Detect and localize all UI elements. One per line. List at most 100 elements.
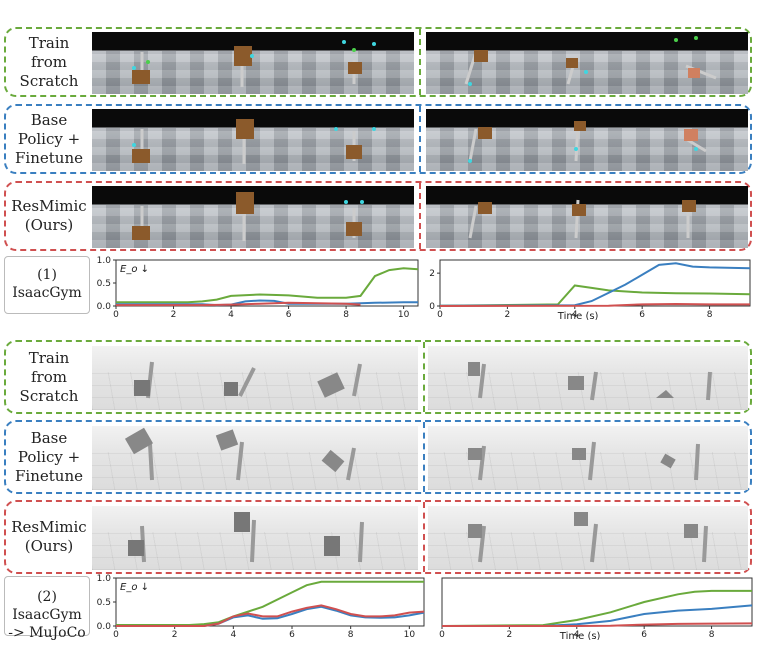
x-tick-label: 10 (404, 630, 416, 640)
robot-figures (468, 362, 712, 401)
isaac-frames-chair-resmimic (92, 186, 414, 248)
x-tick-label: 6 (289, 630, 295, 640)
y-tick-label: 1.0 (97, 574, 112, 584)
x-tick-label: 6 (641, 630, 647, 640)
y-axis-label: E_o ↓ (120, 264, 149, 275)
isaac-frames-box-train (426, 32, 748, 94)
x-tick-label: 2 (507, 630, 513, 640)
robot-figures (128, 512, 364, 563)
plot-frame (441, 577, 753, 627)
row-label-resmimic: ResMimic (Ours) (6, 183, 92, 249)
series-line-green (439, 284, 751, 307)
row-label-line: (Ours) (24, 216, 74, 234)
isaac-frames-box-base (426, 109, 748, 171)
robot-figures (468, 199, 696, 239)
row-label-line: ResMimic (11, 518, 87, 536)
mujoco-frames-box-train (428, 346, 748, 410)
section-divider (419, 29, 421, 95)
section-divider (419, 183, 421, 249)
section-label-box-mujoco (4, 576, 90, 636)
row-label-line: Policy + (17, 129, 81, 148)
x-tick-label: 2 (172, 630, 178, 640)
section-label-isaacgym: (1) IsaacGym (4, 266, 90, 302)
row-label-base-policy-finetune: Base Policy + Finetune (6, 422, 92, 492)
x-tick-label: 0 (113, 630, 119, 640)
mujoco-frames-chair-resmimic (92, 506, 418, 570)
section-label-line: IsaacGym (12, 285, 82, 301)
row-label-line: Train (28, 33, 70, 52)
isaac-row-base-policy-finetune: Base Policy + Finetune (4, 104, 752, 174)
row-label-line: Scratch (19, 71, 79, 90)
mujoco-row-train-from-scratch: Train from Scratch (4, 340, 752, 414)
x-tick-label: 6 (639, 310, 645, 320)
x-tick-label: 4 (228, 310, 234, 320)
chart-isaacgym-right: 0 2 4 6 8 0 2 Time (s) (429, 259, 751, 320)
section-divider (423, 502, 425, 572)
robot-figures (132, 119, 376, 164)
robot-figures (134, 361, 362, 399)
x-tick-label: 8 (343, 310, 349, 320)
mujoco-frames-chair-train (92, 346, 418, 410)
x-tick-label: 2 (505, 310, 511, 320)
row-label-line: Finetune (15, 466, 83, 485)
series-line-green (116, 580, 424, 626)
x-axis-label: Time (s) (557, 311, 599, 320)
series-line-red (116, 604, 425, 627)
mujoco-frames-box-base (428, 426, 748, 490)
y-tick-label: 2 (429, 269, 435, 279)
x-tick-label: 8 (709, 630, 715, 640)
chart-mujoco-right: 0 2 4 6 8 Time (s) (439, 577, 753, 640)
isaac-frames-chair-base (92, 109, 414, 171)
isaac-frames-box-resmimic (426, 186, 748, 248)
series-line-red (439, 302, 750, 307)
robot-figures (132, 192, 364, 241)
x-tick-label: 2 (171, 310, 177, 320)
mujoco-row-resmimic: ResMimic (Ours) (4, 500, 752, 574)
row-label-base-policy-finetune: Base Policy + Finetune (6, 106, 92, 172)
chart-mujoco-left: 0 2 4 6 8 10 0.0 0.5 1.0 E_o ↓ (97, 574, 425, 640)
y-tick-label: 0.5 (97, 598, 111, 608)
robot-figures (132, 40, 376, 87)
x-tick-label: 4 (574, 630, 580, 640)
y-tick-label: 0.0 (97, 302, 112, 312)
row-label-line: ResMimic (11, 197, 87, 215)
x-tick-label: 6 (286, 310, 292, 320)
x-tick-label: 0 (439, 630, 445, 640)
row-label-resmimic: ResMimic (Ours) (6, 502, 92, 572)
section-label-line: -> MuJoCo (8, 625, 86, 641)
row-label-line: Train (28, 348, 70, 367)
x-tick-label: 0 (437, 310, 443, 320)
row-label-line: (Ours) (24, 537, 74, 555)
row-label-line: Base (30, 428, 68, 447)
mujoco-frames-box-resmimic (428, 506, 748, 570)
section-label-box-isaacgym (4, 256, 90, 314)
row-label-train-from-scratch: Train from Scratch (6, 29, 92, 95)
section-label-isaacgym-to-mujoco: (2) IsaacGym -> MuJoCo (4, 588, 90, 642)
section-divider (419, 106, 421, 172)
y-tick-label: 0 (429, 302, 435, 312)
robot-figures (464, 36, 717, 86)
x-tick-label: 0 (113, 310, 119, 320)
y-axis-label: E_o ↓ (120, 582, 149, 593)
isaac-frames-chair-train (92, 32, 414, 94)
row-label-line: from (31, 52, 67, 71)
section-label-line: (1) (37, 267, 57, 283)
x-axis-label: Time (s) (559, 631, 601, 640)
x-tick-label: 4 (230, 630, 236, 640)
series-line-green (116, 267, 419, 304)
row-label-line: Base (30, 110, 68, 129)
plot-frame (115, 259, 419, 307)
row-label-line: Policy + (17, 447, 81, 466)
series-line-red (116, 301, 361, 307)
row-label-line: from (31, 367, 67, 386)
y-tick-label: 0.0 (97, 622, 112, 632)
x-tick-label: 8 (348, 630, 354, 640)
section-divider (423, 422, 425, 492)
robot-figures (468, 121, 707, 163)
x-tick-label: 4 (572, 310, 578, 320)
row-label-line: Scratch (19, 386, 79, 405)
robot-figures (468, 512, 708, 563)
isaac-row-resmimic: ResMimic (Ours) (4, 181, 752, 251)
series-line-blue (439, 262, 751, 307)
section-divider (423, 342, 425, 412)
